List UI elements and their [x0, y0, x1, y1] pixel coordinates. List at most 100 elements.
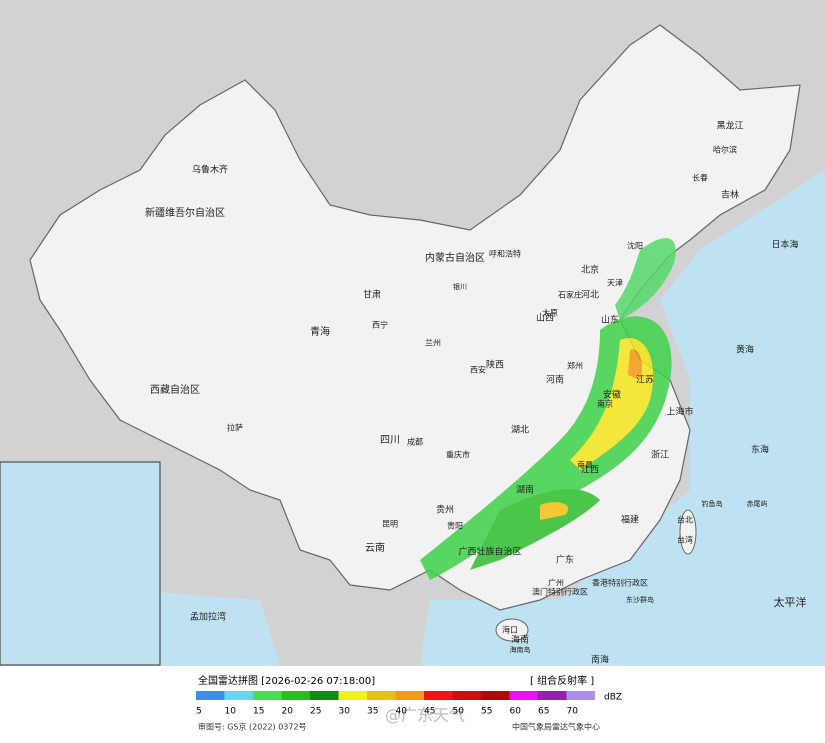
legend-swatch	[424, 691, 453, 700]
place-label: 重庆市	[446, 450, 470, 460]
place-label: 黄海	[736, 344, 754, 356]
place-label: 云南	[365, 541, 385, 554]
product-name: [ 组合反射率 ]	[530, 674, 594, 687]
place-label: 北京	[581, 264, 599, 276]
legend-swatch	[509, 691, 538, 700]
legend-label: 30	[339, 707, 351, 717]
place-label: 海南	[511, 634, 529, 646]
legend-swatch	[224, 691, 253, 700]
radar-echoes	[420, 238, 676, 580]
legend-swatch	[481, 691, 510, 700]
place-label: 湖南	[516, 484, 534, 496]
taiwan	[679, 509, 697, 555]
echo	[615, 238, 676, 320]
place-label: 西安	[470, 365, 486, 375]
legend-label: 45	[424, 707, 435, 717]
place-label: 上海市	[666, 406, 693, 418]
legend-swatch	[566, 691, 595, 700]
place-label: 南京	[597, 399, 613, 409]
place-label: 成都	[407, 437, 423, 447]
place-label: 河南	[546, 374, 564, 386]
inset-map	[0, 461, 161, 666]
place-label: 海南岛	[510, 645, 531, 654]
legend-label: 10	[225, 707, 237, 717]
legend-swatch	[338, 691, 367, 700]
legend-label: 60	[510, 707, 522, 717]
place-label: 贵州	[436, 504, 454, 516]
legend-label: 50	[453, 707, 465, 717]
legend-label: 55	[481, 707, 492, 717]
legend-swatch	[367, 691, 396, 700]
place-label: 西宁	[372, 320, 388, 330]
legend-label: 65	[538, 707, 549, 717]
legend-label: 40	[396, 707, 408, 717]
ocean	[420, 170, 825, 666]
legend-swatch	[395, 691, 424, 700]
place-label: 孟加拉湾	[190, 611, 226, 623]
legend-panel	[0, 666, 825, 739]
echo	[540, 502, 569, 520]
place-label: 长春	[692, 173, 708, 183]
place-label: 太平洋	[774, 595, 807, 609]
place-label: 海口	[502, 625, 518, 635]
legend-swatch	[253, 691, 282, 700]
echo	[628, 349, 642, 380]
legend-swatch	[538, 691, 567, 700]
place-label: 浙江	[651, 449, 669, 461]
place-label: 乌鲁木齐	[192, 164, 228, 176]
place-label: 四川	[380, 435, 400, 446]
place-label: 陕西	[486, 359, 504, 371]
source: 中国气象局雷达气象中心	[512, 722, 600, 732]
unit: dBZ	[604, 693, 622, 703]
place-label: 吉林	[721, 189, 739, 201]
place-label: 日本海	[771, 239, 798, 251]
place-label: 石家庄	[558, 290, 582, 300]
place-label: 山西	[536, 313, 554, 324]
echo	[420, 316, 672, 580]
place-label: 山东	[601, 314, 619, 326]
place-label: 赤尾屿	[747, 499, 768, 508]
place-label: 江苏	[636, 374, 654, 386]
place-label: 郑州	[567, 361, 583, 371]
place-label: 甘肃	[363, 289, 381, 301]
legend-swatch	[196, 691, 225, 700]
legend-label: 35	[367, 707, 378, 717]
place-label: 昆明	[382, 520, 398, 529]
place-label: 江西	[581, 465, 599, 476]
place-label: 广东	[556, 554, 574, 566]
place-label: 拉萨	[227, 423, 243, 433]
place-label: 内蒙古自治区	[425, 251, 485, 264]
place-label: 东沙群岛	[626, 595, 654, 604]
place-label: 澳门特别行政区	[532, 587, 588, 597]
place-label: 呼和浩特	[489, 249, 521, 259]
place-label: 广西壮族自治区	[458, 546, 521, 558]
place-label: 南昌	[577, 460, 593, 470]
place-label: 台北	[677, 515, 693, 525]
legend-swatch	[310, 691, 339, 700]
legend-label: 20	[282, 707, 294, 717]
place-label: 广州	[548, 578, 564, 588]
place-label: 南海	[591, 654, 609, 666]
legend-title: 全国雷达拼图 [2026-02-26 07:18:00]	[198, 674, 375, 687]
place-label: 沈阳	[627, 241, 643, 251]
hainan	[495, 618, 529, 642]
place-label: 哈尔滨	[713, 145, 737, 155]
place-label: 贵阳	[447, 521, 463, 531]
place-label: 西藏自治区	[150, 383, 200, 396]
legend-swatch	[281, 691, 310, 700]
place-label: 香港特别行政区	[592, 578, 648, 588]
place-label: 台湾	[677, 535, 693, 545]
watermark: @广东天气	[385, 706, 465, 725]
legend-label: 70	[567, 707, 579, 717]
place-label: 太原	[542, 308, 558, 318]
legend-label: 5	[196, 707, 202, 717]
place-label: 东海	[751, 444, 769, 456]
legend-label: 25	[310, 707, 321, 717]
legend-swatch	[452, 691, 481, 700]
place-label: 安徽	[603, 389, 621, 401]
place-label: 钓鱼岛	[702, 499, 723, 508]
approval-number: 审图号: GS京 (2022) 0372号	[198, 722, 307, 732]
place-label: 天津	[607, 278, 623, 288]
